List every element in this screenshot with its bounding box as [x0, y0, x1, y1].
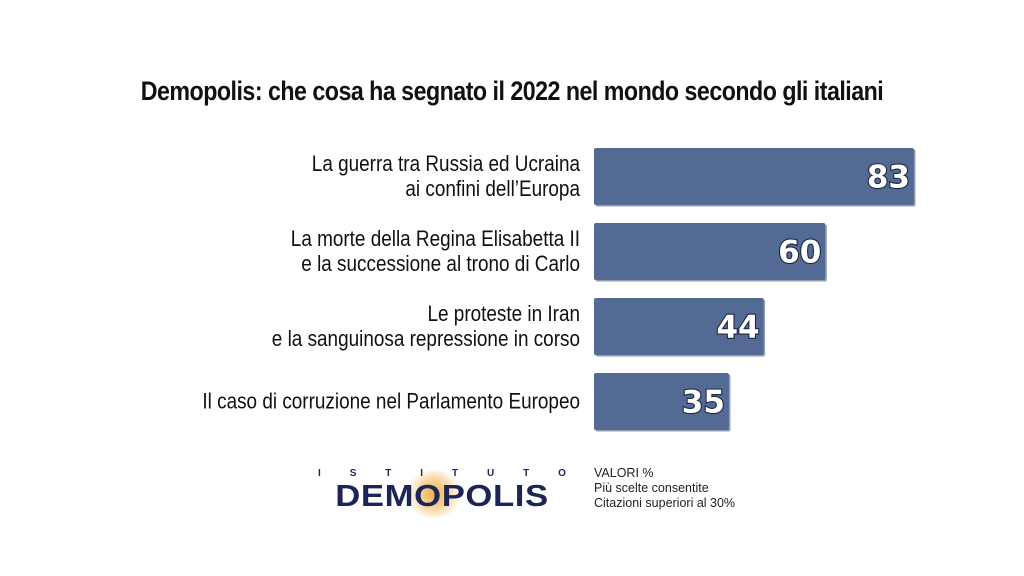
logo-top-letter: T — [385, 468, 392, 479]
note-values-unit: VALORI % — [594, 466, 654, 480]
logo-top-letter: S — [349, 468, 357, 479]
demopolis-logo: I S T I T U T O DEMOPOLIS — [318, 468, 566, 518]
bar — [594, 298, 764, 355]
logo-top-letter: U — [486, 468, 495, 479]
logo-top-letter: O — [558, 468, 566, 479]
category-label: Le proteste in Iran — [428, 301, 581, 326]
note-multiple-choice: Più scelte consentite — [594, 481, 709, 495]
value-label: 83 — [867, 160, 910, 196]
logo-main-text: DEMOPOLIS — [335, 478, 549, 513]
logo-top-letter: T — [523, 468, 530, 479]
chart-title: Demopolis: che cosa ha segnato il 2022 n… — [140, 76, 884, 106]
value-label: 35 — [682, 385, 725, 421]
category-label: La guerra tra Russia ed Ucraina — [312, 151, 581, 176]
logo-top-letter: I — [420, 468, 424, 479]
category-label: Il caso di corruzione nel Parlamento Eur… — [202, 389, 580, 414]
bar — [594, 373, 729, 430]
bar — [594, 148, 914, 205]
bar — [594, 223, 826, 280]
category-label: La morte della Regina Elisabetta II — [291, 226, 580, 251]
value-label: 60 — [778, 235, 821, 271]
category-label: ai confini dell’Europa — [405, 176, 580, 201]
value-label: 44 — [716, 310, 759, 346]
logo-glow — [406, 470, 462, 518]
category-label: e la sanguinosa repressione in corso — [272, 326, 580, 351]
logo-top-letter: I — [318, 468, 321, 479]
category-label: e la successione al trono di Carlo — [301, 251, 580, 276]
note-threshold: Citazioni superiori al 30% — [594, 496, 736, 510]
chart-notes: VALORI % Più scelte consentite Citazioni… — [594, 466, 735, 511]
logo-top-letter: T — [451, 468, 459, 479]
